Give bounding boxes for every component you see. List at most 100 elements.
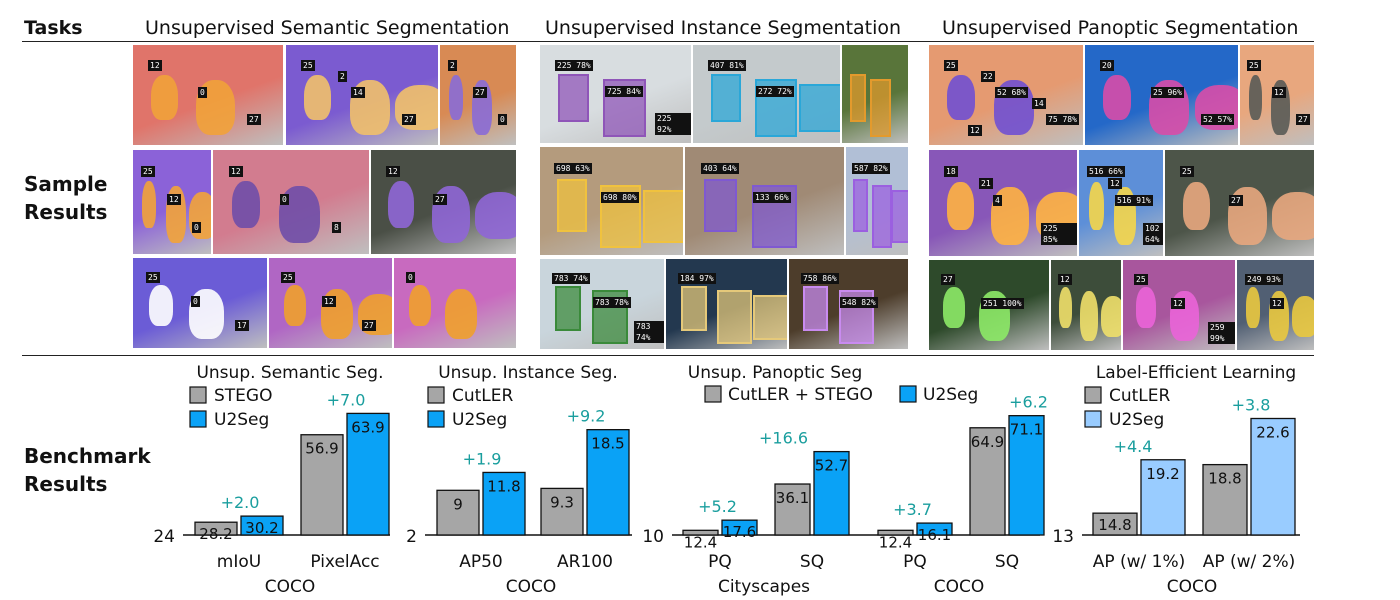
bar-value-label: 9.3	[550, 493, 574, 511]
mask-id-tag: 133 66%	[753, 192, 791, 203]
mask-id-tag: 25	[281, 272, 295, 283]
gain-label: +16.6	[759, 429, 808, 448]
mask-id-tag: 25	[1247, 60, 1261, 71]
mask-id-tag: 225 92%	[655, 113, 691, 135]
bar	[1140, 459, 1186, 536]
category-label: PQ	[903, 552, 927, 572]
instance-seg-header: Unsupervised Instance Segmentation	[545, 17, 902, 39]
legend-swatch	[427, 386, 445, 404]
mask-id-tag: 225 85%	[1041, 223, 1077, 245]
mask-id-tag: 25	[1134, 274, 1148, 285]
category-label: AP (w/ 1%)	[1093, 552, 1186, 572]
instance-sample-image: 698 63% 698 80%	[540, 147, 683, 255]
mask-id-tag: 17	[235, 320, 249, 331]
mask-id-tag: 27	[402, 114, 416, 125]
instance-mask	[853, 179, 868, 232]
segment-mask	[284, 285, 306, 326]
mask-id-tag: 27	[433, 194, 447, 205]
mask-id-tag: 184 97%	[678, 273, 716, 284]
mask-id-tag: 516 91%	[1115, 195, 1153, 206]
instance-mask	[681, 286, 707, 331]
bar	[682, 529, 719, 536]
gain-label: +4.4	[1114, 437, 1153, 456]
instance-mask	[555, 286, 581, 331]
mask-id-tag: 725 84%	[605, 86, 643, 97]
mask-id-tag: 27	[1296, 114, 1310, 125]
segment-mask	[149, 285, 173, 326]
semantic-sample-image: 2 27 0	[440, 45, 516, 145]
bar	[300, 434, 344, 536]
mask-id-tag: 225 78%	[555, 60, 593, 71]
segment-mask	[1089, 182, 1104, 230]
instance-mask	[870, 79, 891, 137]
baseline-tick-label: 24	[153, 527, 175, 547]
segment-mask	[947, 182, 974, 230]
category-label: SQ	[800, 552, 824, 572]
mask-id-tag: 12	[167, 194, 181, 205]
instance-mask	[799, 84, 840, 132]
semantic-sample-image: 0	[394, 258, 516, 348]
mask-id-tag: 12	[1058, 274, 1072, 285]
mask-id-tag: 102 64%	[1143, 223, 1163, 245]
gain-label: +1.9	[463, 449, 502, 468]
segment-mask	[947, 75, 975, 120]
mask-id-tag: 25	[141, 166, 155, 177]
mask-id-tag: 25	[301, 60, 315, 71]
mask-id-tag: 21	[979, 178, 993, 189]
bar	[586, 429, 630, 536]
mask-id-tag: 698 80%	[601, 192, 639, 203]
mask-id-tag: 12	[229, 166, 243, 177]
instance-sample-image: 403 64% 133 66%	[685, 147, 844, 255]
bar-value-label: 17.6	[723, 523, 756, 541]
legend-swatch	[899, 385, 917, 403]
mask-id-tag: 758 86%	[801, 273, 839, 284]
instance-mask	[850, 74, 866, 122]
legend-label: U2Seg	[452, 410, 507, 430]
panoptic-sample-image: 25 27	[1165, 150, 1314, 256]
segment-mask	[449, 75, 463, 120]
instance-mask	[704, 179, 737, 232]
bar	[1092, 512, 1138, 536]
bar	[346, 412, 390, 536]
mask-id-tag: 22	[981, 71, 995, 82]
legend-swatch	[189, 410, 207, 428]
chart-title: Label-Efficient Learning	[1096, 363, 1296, 383]
legend-swatch	[427, 410, 445, 428]
panoptic-sample-image: 516 66% 516 91% 102 64% 12	[1079, 150, 1163, 256]
legend-label: U2Seg	[923, 385, 978, 405]
instance-mask	[803, 286, 828, 331]
bar	[721, 519, 758, 536]
bar-value-label: 30.2	[245, 519, 278, 537]
legend-label: CutLER	[452, 386, 514, 406]
mask-id-tag: 249 93%	[1245, 274, 1283, 285]
mask-id-tag: 0	[280, 194, 289, 205]
baseline-tick-label: 13	[1052, 527, 1074, 547]
instance-mask	[891, 190, 908, 243]
mask-id-tag: 407 81%	[708, 60, 746, 71]
gain-label: +9.2	[567, 407, 606, 426]
mask-id-tag: 783 78%	[593, 297, 631, 308]
mask-id-tag: 14	[351, 87, 365, 98]
panoptic-sample-image: 27 251 100%	[929, 260, 1049, 350]
semantic-sample-image: 25 12 0	[133, 150, 211, 254]
dataset-label: Cityscapes	[718, 577, 810, 597]
mask-id-tag: 0	[198, 87, 207, 98]
bar	[240, 515, 284, 536]
semantic-sample-image: 12 0 27	[133, 45, 283, 145]
mask-id-tag: 403 64%	[701, 163, 739, 174]
bar-value-label: 18.8	[1208, 470, 1241, 488]
benchmark-charts: Unsup. Semantic Seg. 24 STEGO U2Seg 28.2 30.2…	[153, 363, 1300, 597]
segment-mask	[1246, 287, 1260, 328]
segment-mask	[1292, 296, 1314, 337]
instance-sample-image: 587 82%	[846, 147, 908, 255]
gain-label: +7.0	[327, 390, 366, 409]
dataset-label: COCO	[265, 577, 316, 597]
semantic-sample-image: 12 27	[371, 150, 516, 254]
gain-label: +3.8	[1232, 395, 1271, 414]
mask-id-tag: 52 68%	[995, 87, 1028, 98]
bar	[774, 483, 811, 536]
semantic-sample-image: 25 14 27 2	[286, 45, 438, 145]
mask-id-tag: 12	[1270, 298, 1284, 309]
mask-id-tag: 698 63%	[554, 163, 592, 174]
middle-divider	[22, 355, 1314, 356]
